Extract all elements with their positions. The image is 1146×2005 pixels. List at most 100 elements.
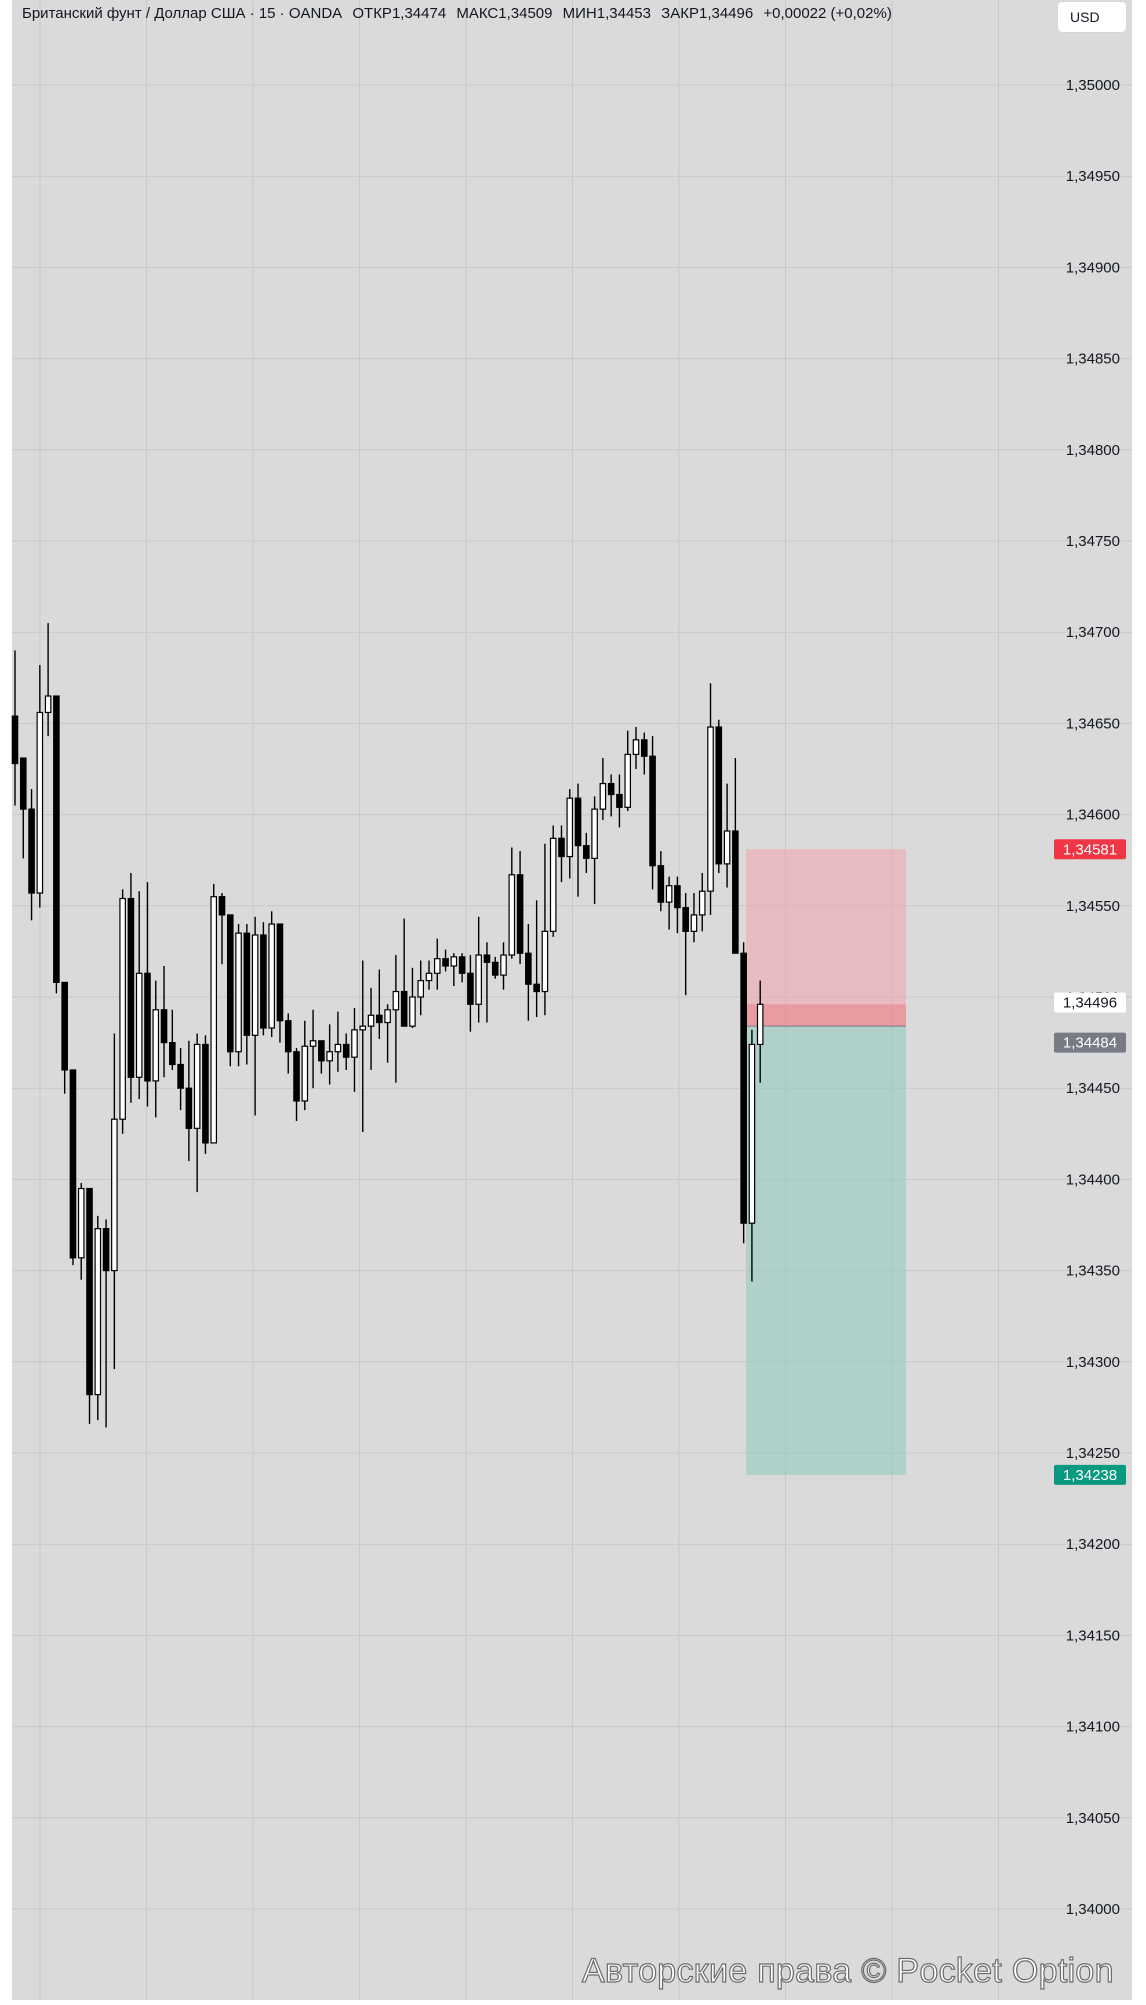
candle-body — [516, 874, 524, 954]
high-label: МАКС — [456, 5, 499, 22]
candle-body — [533, 983, 540, 993]
candle-body — [268, 923, 275, 1029]
candle-body — [740, 952, 747, 1224]
candle-body — [19, 757, 27, 810]
candle-body — [235, 932, 242, 1053]
candle-body — [44, 695, 52, 714]
symbol-title: Британский фунт / Доллар США · 15 · OAND… — [22, 5, 343, 22]
candle-body — [243, 932, 251, 1036]
candle-body — [135, 972, 143, 1078]
candle-body — [210, 896, 218, 1144]
price-tick-label: 1,34250 — [1066, 1445, 1120, 1462]
candle-body — [102, 1228, 110, 1272]
candle-body — [185, 1087, 193, 1129]
candle-body — [69, 1069, 77, 1259]
price-tick-label: 1,34200 — [1066, 1536, 1120, 1553]
candle-body — [458, 956, 466, 974]
grid — [12, 0, 1132, 2000]
candle-body — [334, 1043, 342, 1053]
candle-body — [384, 1009, 391, 1024]
price-tick-label: 1,34600 — [1066, 807, 1120, 824]
stop-price-label-bg — [1054, 839, 1126, 860]
position-zones[interactable] — [746, 849, 906, 1475]
candle-body — [326, 1051, 333, 1062]
current-price-label: 1,34496 — [1063, 994, 1117, 1011]
candle-body — [566, 797, 574, 858]
close-label: ЗАКР — [661, 5, 699, 22]
candle-body — [483, 954, 491, 963]
price-tick-label: 1,34300 — [1066, 1354, 1120, 1371]
candle-body — [251, 934, 259, 1036]
candle-body — [226, 914, 234, 1053]
candle-body — [707, 726, 714, 892]
candle-body — [632, 739, 640, 756]
candle-body — [11, 715, 19, 765]
close-number: 1,34496 — [698, 5, 754, 22]
candle-body — [591, 808, 598, 859]
change-value: +0,00022 (+0,02%) — [763, 5, 892, 22]
candle-body — [690, 914, 698, 932]
candle-body — [624, 753, 632, 808]
candle-body — [376, 1014, 383, 1024]
price-tick-label: 1,34700 — [1066, 624, 1120, 641]
price-axis[interactable]: 1,35000 1,34950 1,34900 1,34850 1,34800 1,347… — [1066, 77, 1120, 1918]
price-labels: 1,34581 1,34496 1,34484 1,34238 — [1054, 839, 1126, 1485]
price-tick-label: 1,34550 — [1066, 898, 1120, 915]
candle-body — [433, 958, 441, 974]
candle-body — [77, 1187, 85, 1259]
candle-body — [756, 1003, 764, 1046]
candle-body — [723, 830, 731, 865]
candle-body — [260, 934, 267, 1029]
candle-body — [425, 972, 433, 982]
candle-body — [177, 1063, 184, 1089]
candle-body — [94, 1228, 102, 1396]
candle-body — [467, 972, 474, 1005]
candle-body — [715, 726, 723, 865]
take-profit-zone[interactable] — [746, 1026, 906, 1475]
candle-body — [400, 990, 408, 1027]
open-value: ОТКР1,34474 — [352, 5, 446, 22]
watermark: Авторские права © Pocket Option — [581, 1951, 1114, 1990]
candle-body — [36, 711, 44, 894]
low-value: МИН1,34453 — [563, 5, 651, 22]
candle-body — [367, 1014, 375, 1027]
candle-body — [301, 1045, 309, 1102]
price-tick-label: 1,34150 — [1066, 1627, 1120, 1644]
candle-body — [607, 782, 615, 796]
entry-price-label-bg — [1054, 1032, 1126, 1053]
price-tick-label: 1,35000 — [1066, 77, 1120, 94]
currency-button[interactable]: USD — [1058, 2, 1126, 32]
candle-body — [442, 958, 449, 967]
stop-loss-zone[interactable] — [746, 849, 906, 1027]
candles — [11, 623, 764, 1428]
open-number: 1,34474 — [391, 5, 447, 22]
price-tick-label: 1,34900 — [1066, 259, 1120, 276]
candle-body — [549, 837, 557, 932]
candle-body — [86, 1187, 93, 1396]
stop-price-label: 1,34581 — [1063, 841, 1117, 858]
candle-body — [309, 1040, 317, 1047]
current-price-label-bg — [1054, 992, 1126, 1013]
chart-legend: Британский фунт / Доллар США · 15 · OAND… — [22, 5, 898, 22]
candle-body — [119, 897, 126, 1120]
candle-body — [657, 865, 665, 903]
candle-body — [475, 954, 482, 1005]
target-price-label-bg — [1054, 1464, 1126, 1485]
price-tick-label: 1,34450 — [1066, 1080, 1120, 1097]
current-gap-zone — [746, 1004, 906, 1027]
price-tick-label: 1,34750 — [1066, 533, 1120, 550]
candle-body — [541, 930, 549, 993]
candle-body — [500, 954, 507, 976]
candle-body — [748, 1043, 756, 1224]
candle-body — [293, 1051, 300, 1102]
candle-body — [342, 1043, 350, 1058]
open-label: ОТКР — [352, 5, 392, 22]
candle-body — [417, 979, 425, 998]
candle-body — [574, 797, 582, 847]
candle-body — [649, 755, 656, 867]
price-tick-label: 1,34400 — [1066, 1171, 1120, 1188]
candle-body — [508, 874, 516, 956]
candle-body — [599, 782, 607, 810]
